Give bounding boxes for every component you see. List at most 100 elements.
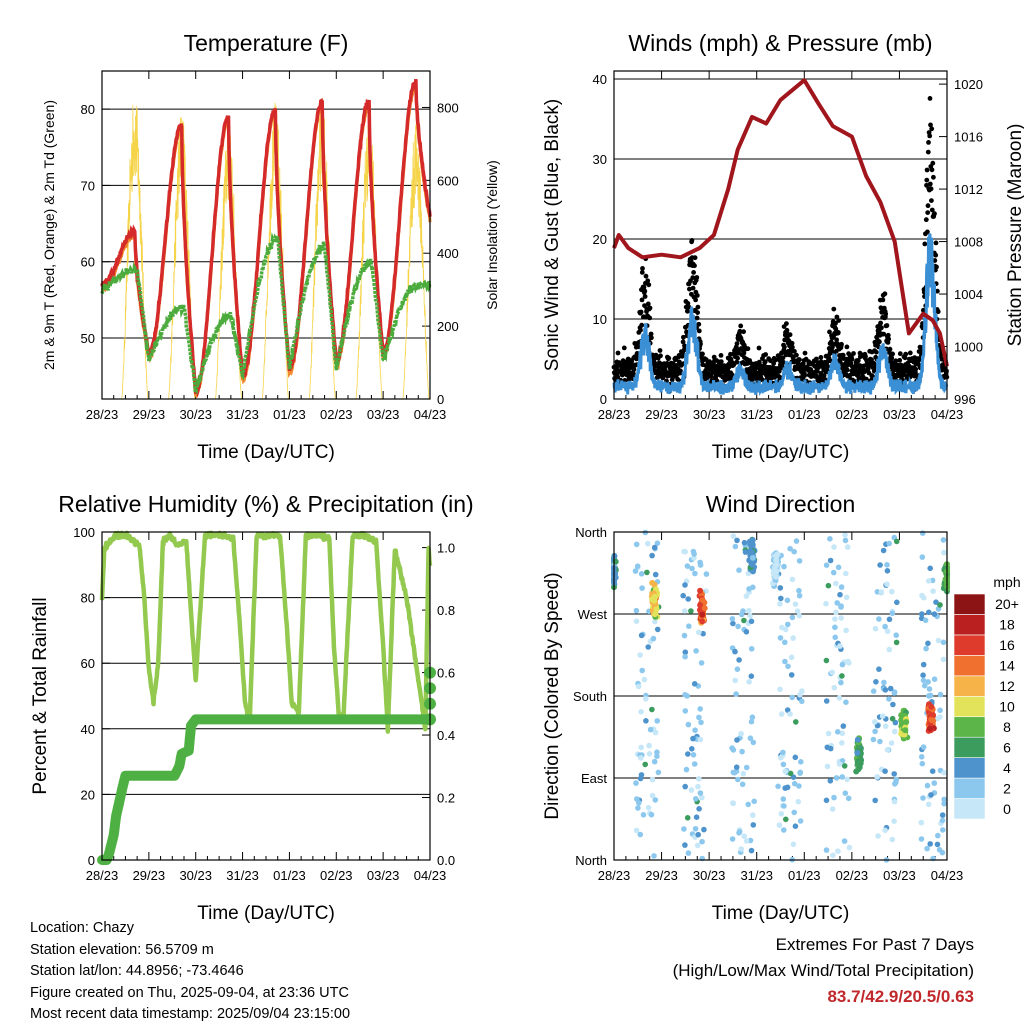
direction-point [934, 841, 941, 848]
direction-point [697, 587, 704, 594]
gust-point [642, 294, 648, 299]
direction-point [747, 613, 753, 619]
direction-point [833, 609, 839, 616]
temperature-ytick-label: 60 [81, 255, 95, 270]
direction-point [686, 623, 692, 629]
gust-point [657, 348, 663, 353]
direction-point [882, 768, 888, 774]
direction-point [791, 548, 797, 555]
direction-point [829, 669, 835, 676]
direction-point [939, 817, 946, 824]
direction-point [846, 660, 852, 666]
direction-point [699, 618, 706, 625]
direction-point [941, 796, 947, 803]
winds-y2tick-label: 1008 [954, 235, 983, 250]
direction-point [841, 838, 848, 844]
gust-point [929, 167, 935, 173]
direction-point [887, 685, 894, 692]
gust-point [718, 359, 724, 365]
gust-point [691, 270, 696, 275]
relative-humidity-line [99, 530, 433, 734]
direction-point [839, 661, 846, 668]
direction-point [903, 719, 910, 725]
direction-point [685, 751, 691, 757]
humidity-data [97, 530, 436, 865]
direction-point [649, 792, 656, 799]
gust-point [881, 331, 887, 337]
direction-point [927, 841, 933, 847]
gust-point [631, 371, 636, 377]
direction-point [780, 749, 786, 756]
humidity-xtick-label: 01/23 [273, 868, 306, 883]
humidity-xtick-label: 31/23 [226, 868, 259, 883]
direction-point [682, 582, 688, 588]
direction-point [940, 827, 946, 833]
direction-point [888, 740, 895, 746]
direction-point [838, 604, 844, 610]
direction-point [788, 654, 795, 661]
direction-point [792, 601, 799, 607]
extremes-values: 83.7/42.9/20.5/0.63 [827, 987, 974, 1006]
gust-point [763, 352, 768, 357]
colorbar-swatch [953, 757, 986, 779]
colorbar-swatch [953, 655, 986, 677]
direction-point [693, 796, 699, 802]
gust-point [615, 374, 621, 380]
direction-point [919, 611, 925, 617]
gust-point [931, 174, 936, 180]
extremes-title: Extremes For Past 7 Days [775, 935, 974, 954]
colorbar-swatch [953, 798, 986, 820]
direction-point [793, 719, 799, 725]
gust-point [833, 320, 838, 326]
direction-point [633, 541, 640, 548]
direction-point [941, 769, 947, 776]
winds-xtick-label: 30/23 [693, 407, 726, 422]
direction-point [694, 842, 701, 849]
colorbar-swatch [953, 736, 986, 758]
direction-point [933, 599, 939, 605]
direction-point [843, 699, 849, 705]
direction-point [927, 725, 933, 732]
direction-point [927, 565, 933, 572]
direction-point [775, 783, 781, 790]
gust-point [708, 374, 714, 379]
direction-point [925, 640, 931, 647]
2m-temperature-line [100, 78, 432, 398]
direction-point [729, 836, 736, 842]
temperature-xtick-label: 30/23 [179, 407, 212, 422]
humidity-xlabel: Time (Day/UTC) [197, 903, 335, 924]
direction-point [872, 728, 878, 735]
direction-point [931, 780, 938, 786]
direction-point [700, 630, 706, 637]
colorbar-label: 0 [1003, 801, 1011, 817]
direction-point [835, 848, 841, 854]
temperature-ytick-label: 70 [81, 178, 95, 193]
direction-point [777, 635, 784, 641]
direction-point [824, 763, 831, 770]
direction-point [836, 761, 843, 767]
direction-point [643, 696, 649, 702]
temperature-title: Temperature (F) [184, 30, 349, 56]
direction-point [635, 683, 642, 690]
gust-point [784, 321, 789, 326]
temperature-xlabel: Time (Day/UTC) [197, 442, 335, 463]
direction-point [889, 715, 896, 722]
direction-point [881, 679, 887, 686]
direction-point [928, 703, 935, 710]
gust-point [844, 344, 850, 350]
direction-point [823, 600, 829, 607]
temperature-y2label: Solar Insolation (Yellow) [484, 160, 500, 310]
direction-point [689, 746, 695, 752]
gust-point [927, 133, 933, 139]
direction-point [874, 774, 880, 780]
gust-point [922, 241, 928, 247]
direction-point [642, 761, 648, 768]
winds-y2tick-label: 1000 [954, 340, 983, 355]
direction-point [651, 544, 658, 551]
direction-point [739, 781, 746, 788]
direction-point [894, 599, 900, 606]
direction-point [701, 826, 707, 833]
colorbar-label: 10 [999, 699, 1015, 715]
gust-point [792, 348, 797, 354]
direction-point [741, 539, 748, 546]
